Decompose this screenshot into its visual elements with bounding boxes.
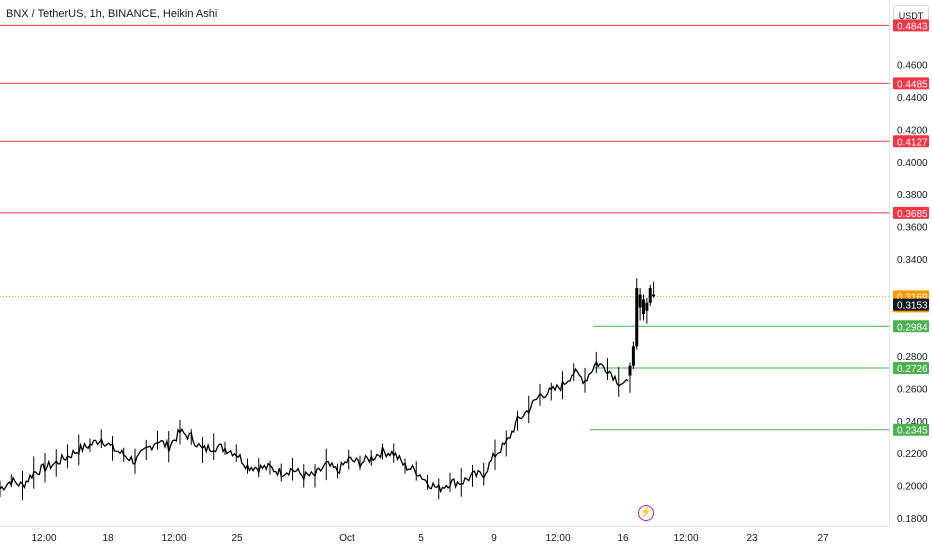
time-tick-label: 9 [491, 533, 497, 544]
price-tick-label: 0.3600 [897, 223, 928, 234]
support-label: 0.2984 [897, 322, 928, 333]
price-tick-label: 0.2200 [897, 449, 928, 460]
time-tick-label: 12:00 [545, 533, 570, 544]
time-tick-label: 16 [617, 533, 629, 544]
time-tick-label: 23 [746, 533, 758, 544]
price-series [0, 278, 656, 501]
candle-body [642, 299, 645, 314]
price-tick-label: 0.4200 [897, 125, 928, 136]
time-tick-label: 27 [817, 533, 829, 544]
resistance-label-bg [893, 77, 929, 90]
time-tick-label: 12:00 [673, 533, 698, 544]
resistance-label: 0.4843 [897, 21, 928, 32]
price-level-labels: 0.48430.44850.41270.36850.316920:050.315… [893, 19, 929, 437]
time-axis[interactable] [0, 526, 889, 551]
price-line [0, 360, 629, 494]
resistance-label: 0.3685 [897, 209, 928, 220]
last-close-label: 0.3153 [897, 301, 928, 312]
time-tick-label: 5 [418, 533, 424, 544]
price-tick-label: 0.4400 [897, 93, 928, 104]
resistance-label-bg [893, 19, 929, 32]
candle-body [652, 294, 656, 297]
price-tick-label: 0.2000 [897, 482, 928, 493]
candle-body [631, 346, 635, 366]
support-label-bg [893, 362, 929, 375]
candle-body [645, 302, 649, 311]
price-tick-label: 0.3800 [897, 190, 928, 201]
support-label-bg [893, 320, 929, 333]
resistance-label: 0.4127 [897, 137, 928, 148]
price-tick-label: 0.1800 [897, 514, 928, 525]
price-tick-label: 0.2600 [897, 384, 928, 395]
price-axis-ticks: 0.4600 0.4400 0.4200 0.4000 0.3800 0.3600 0.34… [897, 61, 928, 525]
price-tick-label: 0.2800 [897, 352, 928, 363]
support-label: 0.2726 [897, 364, 928, 375]
candle-body [628, 365, 632, 376]
resistance-label-bg [893, 135, 929, 148]
support-label-bg [893, 423, 929, 436]
current-price-label: 0.3169 [897, 292, 928, 303]
level-lines [0, 24, 889, 431]
price-tick-label: 0.4600 [897, 61, 928, 72]
time-tick-label: Oct [339, 533, 355, 544]
candle-body [638, 294, 642, 308]
time-tick-label: 12:00 [161, 533, 186, 544]
last-close-label-bg [893, 298, 929, 311]
resistance-label: 0.4485 [897, 79, 928, 90]
chart-title: BNX / TetherUS, 1h, BINANCE, Heikin Ashi [6, 8, 218, 20]
lightning-bolt-icon[interactable]: ⚡ [638, 505, 654, 521]
support-label: 0.2345 [897, 426, 928, 437]
resistance-label-bg [893, 206, 929, 219]
price-tick-label: 0.4000 [897, 158, 928, 169]
time-tick-label: 18 [102, 533, 114, 544]
candle-body [648, 288, 652, 303]
price-tick-label: 0.2400 [897, 417, 928, 428]
time-axis-ticks: 12:00 18 12:00 25 Oct 5 9 12:00 16 12:00 23 27 [31, 533, 829, 544]
candle-body [635, 288, 639, 347]
time-tick-label: 12:00 [31, 533, 56, 544]
time-tick-label: 25 [231, 533, 243, 544]
price-tick-label: 0.3400 [897, 255, 928, 266]
